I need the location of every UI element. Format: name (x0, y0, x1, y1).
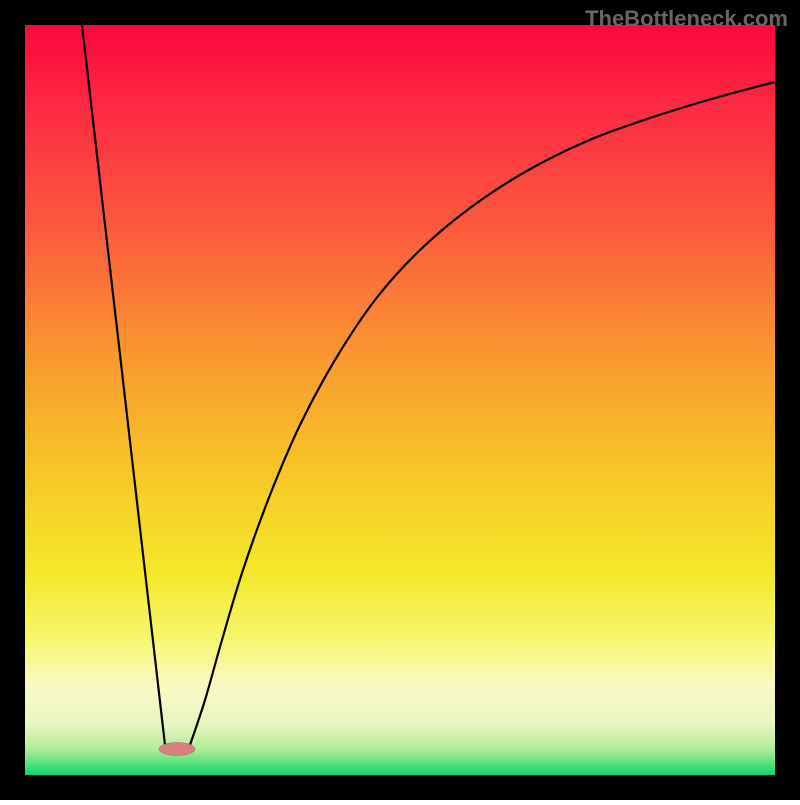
watermark-text: TheBottleneck.com (585, 6, 788, 32)
minimum-marker (159, 743, 195, 756)
plot-area (25, 25, 775, 775)
chart-svg (0, 0, 800, 800)
bottleneck-chart (0, 0, 800, 800)
